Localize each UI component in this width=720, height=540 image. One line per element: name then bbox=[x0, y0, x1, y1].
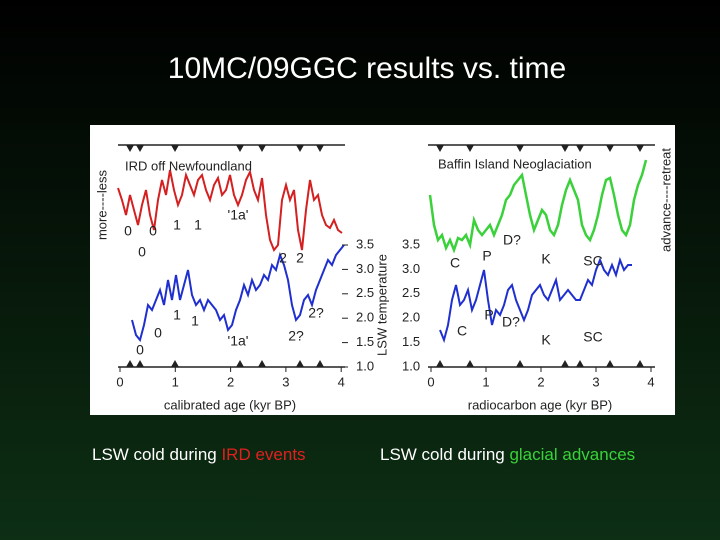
scale-tick-label: 1.5 bbox=[402, 334, 420, 349]
annotation: 2? bbox=[308, 305, 324, 321]
marker bbox=[561, 145, 569, 152]
annotation: SC bbox=[583, 329, 602, 345]
marker bbox=[171, 145, 179, 152]
slide-title: 10MC/09GGC results vs. time bbox=[168, 52, 566, 85]
caption-highlight: IRD events bbox=[221, 445, 305, 464]
scale-tick-label: 2.5 bbox=[356, 285, 374, 300]
annotation: P bbox=[482, 248, 491, 264]
annotation: 0 bbox=[138, 244, 146, 260]
marker bbox=[236, 145, 244, 152]
marker bbox=[436, 145, 444, 152]
annotation: D? bbox=[502, 314, 520, 330]
glacier-curve bbox=[428, 159, 648, 254]
x-tick-label: 4 bbox=[647, 374, 654, 389]
scale-tick-label: 3.0 bbox=[402, 261, 420, 276]
annotation: 1 bbox=[173, 217, 181, 233]
x-tick-label: 2 bbox=[537, 374, 544, 389]
annotation: 0 bbox=[149, 223, 157, 239]
x-tick-label: 1 bbox=[172, 374, 179, 389]
marker bbox=[258, 145, 266, 152]
scale-tick-label: 2.5 bbox=[402, 285, 420, 300]
panel-label: Baffin Island Neoglaciation bbox=[438, 156, 592, 171]
marker bbox=[636, 360, 644, 367]
caption: LSW cold during IRD events bbox=[92, 445, 306, 464]
marker bbox=[316, 145, 324, 152]
annotation: K bbox=[541, 332, 551, 348]
marker bbox=[171, 360, 179, 367]
marker bbox=[296, 145, 304, 152]
annotation: D? bbox=[503, 232, 521, 248]
scale-tick-label: 2.0 bbox=[356, 310, 374, 325]
marker bbox=[136, 145, 144, 152]
marker bbox=[126, 360, 134, 367]
panel-label: IRD off Newfoundland bbox=[125, 158, 252, 173]
x-axis-label: radiocarbon age (kyr BP) bbox=[468, 397, 613, 412]
x-tick-label: 4 bbox=[338, 374, 345, 389]
scale-tick-label: 1.5 bbox=[356, 334, 374, 349]
marker bbox=[636, 145, 644, 152]
marker bbox=[466, 360, 474, 367]
marker bbox=[258, 360, 266, 367]
marker bbox=[436, 360, 444, 367]
annotation: 1 bbox=[191, 313, 199, 329]
marker bbox=[296, 360, 304, 367]
annotation: 0 bbox=[136, 342, 144, 358]
marker bbox=[516, 145, 524, 152]
annotation: 2 bbox=[279, 250, 287, 266]
annotation: 1 bbox=[173, 307, 181, 323]
lsw-curve bbox=[131, 244, 345, 343]
annotation: '1a' bbox=[228, 207, 249, 223]
marker bbox=[576, 145, 584, 152]
annotation: P bbox=[484, 307, 493, 323]
x-tick-label: 0 bbox=[427, 374, 434, 389]
marker bbox=[606, 360, 614, 367]
y-axis-label: LSW temperature bbox=[374, 254, 389, 356]
annotation: 2? bbox=[288, 328, 304, 344]
scale-tick-label: 1.0 bbox=[402, 358, 420, 373]
marker bbox=[236, 360, 244, 367]
caption-text: LSW cold during bbox=[92, 445, 221, 464]
x-tick-label: 3 bbox=[282, 374, 289, 389]
marker bbox=[466, 145, 474, 152]
caption-text: LSW cold during bbox=[380, 445, 509, 464]
marker bbox=[561, 360, 569, 367]
annotation: SC bbox=[583, 253, 602, 269]
x-tick-label: 0 bbox=[116, 374, 123, 389]
y-axis-label: advance----retreat bbox=[658, 148, 673, 252]
annotation: 1 bbox=[194, 217, 202, 233]
x-tick-label: 2 bbox=[227, 374, 234, 389]
x-tick-label: 3 bbox=[592, 374, 599, 389]
marker bbox=[316, 360, 324, 367]
scale-tick-label: 3.0 bbox=[356, 261, 374, 276]
marker bbox=[606, 145, 614, 152]
marker bbox=[136, 360, 144, 367]
figure-content: IRD off Newfoundland Baffin Island Neogl… bbox=[94, 144, 673, 412]
caption: LSW cold during glacial advances bbox=[380, 445, 635, 464]
marker bbox=[576, 360, 584, 367]
marker bbox=[126, 145, 134, 152]
scale-tick-label: 1.0 bbox=[356, 358, 374, 373]
x-axis-label: calibrated age (kyr BP) bbox=[164, 397, 296, 412]
annotation: 2 bbox=[296, 250, 304, 266]
annotation: '1a' bbox=[228, 333, 249, 349]
marker bbox=[516, 360, 524, 367]
annotation: 0 bbox=[124, 223, 132, 239]
scale-tick-label: 2.0 bbox=[402, 310, 420, 325]
caption-highlight: glacial advances bbox=[509, 445, 635, 464]
ird-curve bbox=[117, 169, 343, 252]
annotation: K bbox=[541, 251, 551, 267]
annotation: C bbox=[450, 255, 460, 271]
x-tick-label: 1 bbox=[482, 374, 489, 389]
annotation: 0 bbox=[154, 325, 162, 341]
scale-tick-label: 3.5 bbox=[402, 236, 420, 251]
annotation: C bbox=[457, 323, 467, 339]
scale-tick-label: 3.5 bbox=[356, 236, 374, 251]
lsw-curve bbox=[439, 256, 632, 344]
y-axis-label: more----less bbox=[94, 169, 109, 240]
